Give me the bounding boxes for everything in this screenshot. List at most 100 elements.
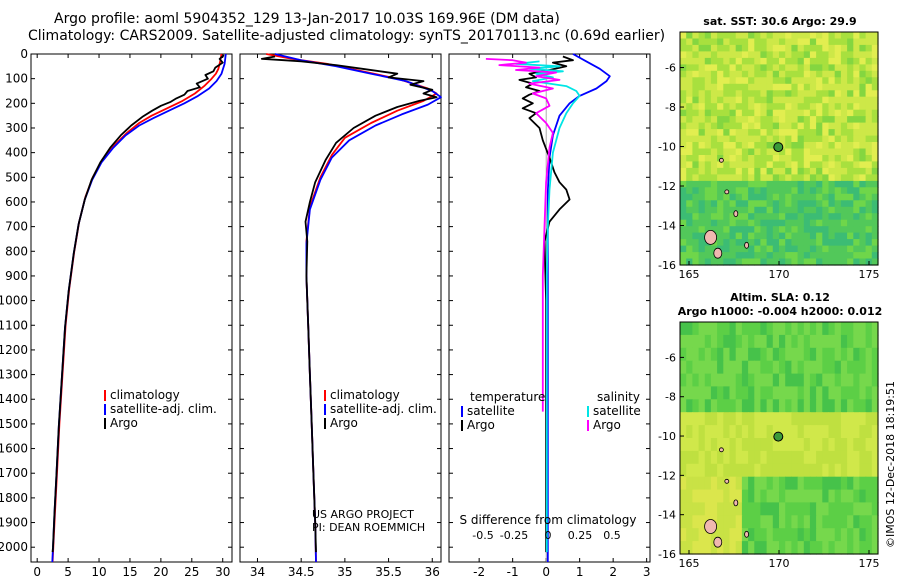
sla-map-cell — [822, 476, 830, 491]
sla-map-cell — [828, 476, 836, 491]
sst-map-cell — [791, 122, 799, 130]
sst-map-cell — [748, 57, 755, 65]
sst-map-cell — [865, 167, 873, 175]
sst-map-cell — [772, 103, 780, 111]
sst-map-cell — [741, 232, 749, 240]
sst-map-cell — [766, 252, 774, 260]
sst-map-cell — [723, 122, 731, 130]
sla-map-cell — [840, 489, 848, 504]
y-tick-label: 1400 — [0, 392, 28, 406]
sst-map-cell — [686, 90, 693, 98]
sla-map-cell — [847, 425, 854, 439]
sla-map-cell — [741, 541, 749, 555]
sst-map-cell — [748, 44, 755, 52]
sst-map-cell — [748, 64, 755, 72]
sst-map-cell — [865, 83, 873, 91]
sla-map-cell — [735, 425, 743, 439]
sst-map-cell — [772, 258, 780, 266]
sst-map-cell — [760, 180, 768, 188]
sst-map-cell — [710, 142, 718, 150]
sst-map-cell — [871, 129, 879, 137]
sst-map-cell — [816, 90, 823, 98]
sla-map-cell — [698, 450, 706, 465]
sla-map-cell — [692, 438, 700, 452]
sst-map-cell — [735, 44, 743, 52]
sst-map-cell — [680, 219, 687, 227]
sla-map-cell — [816, 528, 823, 542]
sst-map-cell — [735, 174, 743, 182]
temperature-x-tick-label: 0 — [33, 565, 41, 579]
sla-map-cell — [828, 463, 836, 478]
sst-map-cell — [748, 206, 755, 214]
sst-map-cell — [785, 122, 792, 130]
sla-map-cell — [698, 386, 706, 400]
sst-map-cell — [760, 64, 768, 72]
sst-map-cell — [698, 167, 706, 175]
sst-map-cell — [803, 142, 811, 150]
sst-map-cell — [729, 32, 737, 40]
sla-map-x-tick-label: 170 — [769, 557, 790, 570]
sst-map-cell — [754, 57, 762, 65]
sst-map-cell — [853, 148, 861, 156]
sla-map-cell — [729, 360, 737, 375]
sst-map-cell — [853, 129, 861, 137]
sst-map-cell — [797, 51, 805, 59]
sla-map-cell — [785, 373, 792, 388]
sst-map-cell — [717, 135, 724, 143]
sst-map-cell — [766, 64, 774, 72]
sst-map-cell — [822, 96, 830, 104]
sst-map-cell — [741, 51, 749, 59]
sla-map-cell — [698, 463, 706, 478]
sla-map-cell — [779, 373, 786, 388]
sst-map-cell — [797, 232, 805, 240]
sst-map-cell — [840, 51, 848, 59]
sla-map-cell — [853, 347, 861, 362]
sst-map-cell — [847, 155, 854, 163]
sst-map-cell — [692, 200, 700, 208]
sst-map-cell — [760, 258, 768, 266]
sst-map-cell — [717, 57, 724, 65]
sst-map-cell — [865, 122, 873, 130]
sla-map-cell — [686, 489, 693, 504]
sst-map-cell — [865, 51, 873, 59]
sst-map-cell — [822, 70, 830, 78]
sst-map-cell — [797, 64, 805, 72]
sst-map-cell — [692, 77, 700, 85]
sst-map-cell — [853, 213, 861, 221]
sst-map-cell — [791, 70, 799, 78]
sla-map-cell — [803, 438, 811, 452]
sla-map-cell — [723, 412, 731, 426]
sst-map-cell — [828, 258, 836, 266]
sst-map-cell — [809, 38, 817, 46]
sst-map-cell — [809, 187, 817, 195]
sst-map-cell — [686, 135, 693, 143]
sla-map-cell — [710, 399, 718, 413]
sst-map-island — [713, 247, 723, 259]
temperature-x-tick-label: 15 — [122, 565, 137, 579]
sst-map-cell — [853, 103, 861, 111]
sla-map-cell — [791, 463, 799, 478]
sst-map-cell — [840, 155, 848, 163]
sst-map-cell — [766, 32, 774, 40]
sst-map-cell — [840, 135, 848, 143]
sst-map-cell — [692, 219, 700, 227]
sst-map-cell — [686, 206, 693, 214]
sst-map-cell — [834, 64, 842, 72]
sst-map-cell — [692, 109, 700, 117]
sst-map-cell — [865, 200, 873, 208]
sla-map-cell — [680, 412, 687, 426]
sst-map-cell — [828, 252, 836, 260]
sst-map-cell — [698, 122, 706, 130]
sst-map-cell — [717, 239, 724, 247]
sst-map-y-tick-label: -12 — [658, 180, 676, 193]
sst-map-cell — [748, 32, 755, 40]
sst-map-cell — [748, 193, 755, 201]
sst-map-cell — [710, 96, 718, 104]
sla-map-cell — [840, 347, 848, 362]
sst-map-cell — [871, 180, 879, 188]
sst-map-cell — [865, 187, 873, 195]
sst-map-cell — [816, 206, 823, 214]
sst-map-cell — [680, 38, 687, 46]
sst-map-cell — [779, 187, 786, 195]
sst-map-cell — [809, 239, 817, 247]
